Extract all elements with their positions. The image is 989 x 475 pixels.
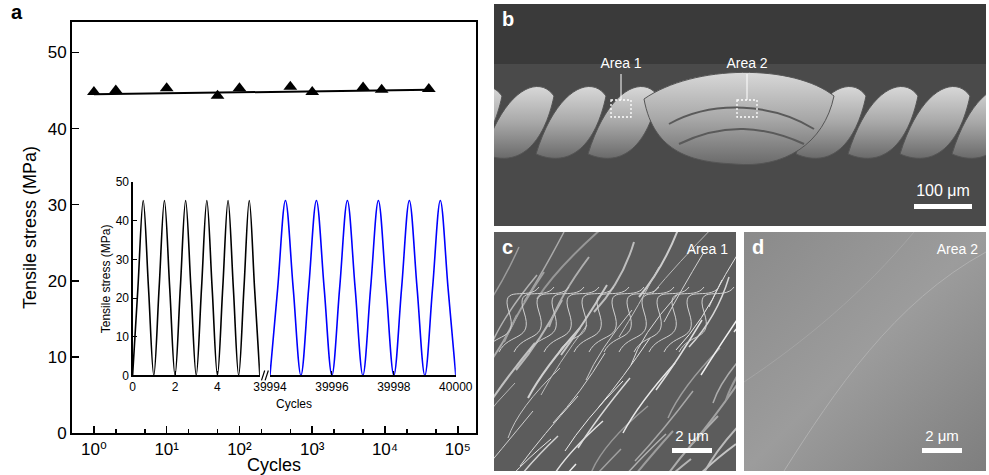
- svg-text:Area 2: Area 2: [726, 55, 767, 71]
- svg-text:10⁴: 10⁴: [372, 440, 398, 459]
- svg-text:2: 2: [172, 380, 179, 394]
- svg-text:39994: 39994: [253, 380, 287, 394]
- svg-text:100 μm: 100 μm: [916, 182, 970, 199]
- svg-text:a: a: [11, 1, 23, 23]
- svg-text:b: b: [502, 8, 514, 30]
- svg-text:10⁵: 10⁵: [445, 440, 471, 459]
- svg-text:20: 20: [116, 291, 130, 305]
- svg-text:Area 1: Area 1: [600, 55, 641, 71]
- svg-text:50: 50: [116, 175, 130, 189]
- svg-text:40000: 40000: [439, 380, 473, 394]
- svg-text:2 μm: 2 μm: [925, 427, 959, 444]
- svg-text:0: 0: [129, 380, 136, 394]
- svg-text:Tensile stress (MPa): Tensile stress (MPa): [20, 146, 40, 309]
- svg-text:Area 2: Area 2: [937, 241, 978, 257]
- svg-text:Cycles: Cycles: [276, 397, 312, 411]
- svg-text:30: 30: [48, 196, 67, 215]
- svg-text:d: d: [752, 236, 764, 258]
- svg-text:10: 10: [48, 348, 67, 367]
- svg-text:0: 0: [57, 424, 66, 443]
- svg-text:30: 30: [116, 253, 130, 267]
- svg-text:10: 10: [116, 330, 130, 344]
- svg-text:10¹: 10¹: [154, 440, 179, 459]
- svg-text:0: 0: [122, 369, 129, 383]
- svg-text:20: 20: [48, 272, 67, 291]
- svg-text:40: 40: [116, 214, 130, 228]
- svg-text:Area 1: Area 1: [687, 241, 728, 257]
- svg-text:39996: 39996: [315, 380, 349, 394]
- svg-text:40: 40: [48, 120, 67, 139]
- svg-text:4: 4: [214, 380, 221, 394]
- svg-text:10²: 10²: [227, 440, 252, 459]
- svg-text:Tensile stress (MPa): Tensile stress (MPa): [99, 225, 113, 334]
- svg-text:50: 50: [48, 43, 67, 62]
- svg-text:2 μm: 2 μm: [675, 427, 709, 444]
- svg-text:10³: 10³: [300, 440, 325, 459]
- svg-text:10⁰: 10⁰: [81, 440, 107, 459]
- svg-text:Cycles: Cycles: [247, 455, 301, 475]
- svg-text:39998: 39998: [377, 380, 411, 394]
- svg-text:c: c: [502, 236, 513, 258]
